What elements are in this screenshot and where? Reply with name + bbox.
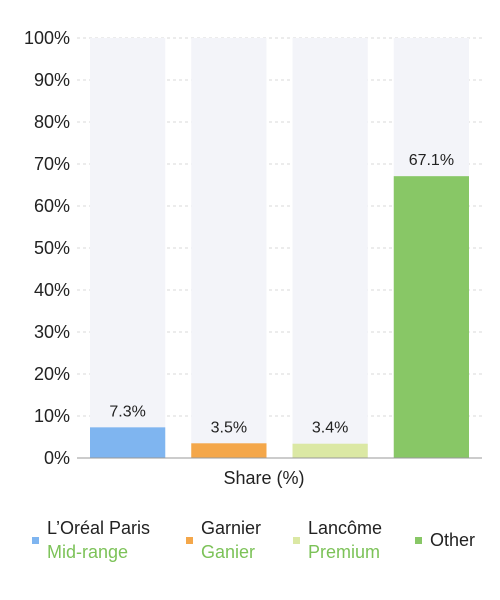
legend: L’Oréal Paris Mid-range Garnier Ganier L… xyxy=(32,516,492,566)
bar-chart: 0% 10% 20% 30% 40% 50% 60% 70% 80% 90% 100% 7.3% 3.… xyxy=(24,28,482,488)
y-tick-label: 10% xyxy=(34,406,70,426)
y-tick-label: 90% xyxy=(34,70,70,90)
data-label: 3.4% xyxy=(312,420,348,437)
x-axis-title: Share (%) xyxy=(223,468,304,488)
data-label: 67.1% xyxy=(409,152,454,169)
legend-label-lancome: Lancôme xyxy=(308,518,383,538)
data-label: 7.3% xyxy=(109,403,145,420)
legend-swatch-lancome xyxy=(293,537,300,544)
bar[interactable] xyxy=(393,176,469,458)
y-tick-labels: 0% 10% 20% 30% 40% 50% 60% 70% 80% 90% 100% xyxy=(24,28,70,468)
y-tick-label: 60% xyxy=(34,196,70,216)
legend-sublabel-lancome: Premium xyxy=(308,542,381,562)
legend-swatch-loreal xyxy=(32,537,39,544)
legend-sublabel-loreal: Mid-range xyxy=(47,542,129,562)
bars xyxy=(90,176,469,458)
legend-label-loreal: L’Oréal Paris xyxy=(47,518,151,538)
category-band xyxy=(292,38,368,458)
y-tick-label: 20% xyxy=(34,364,70,384)
legend-swatch-garnier xyxy=(186,537,193,544)
category-band xyxy=(191,38,267,458)
y-tick-label: 50% xyxy=(34,238,70,258)
data-labels: 7.3% 3.5% 3.4% 67.1% xyxy=(109,152,454,437)
y-tick-label: 80% xyxy=(34,112,70,132)
y-tick-label: 40% xyxy=(34,280,70,300)
bar[interactable] xyxy=(90,427,166,458)
legend-label-other: Other xyxy=(430,530,476,550)
y-tick-label: 0% xyxy=(44,448,70,468)
y-tick-label: 100% xyxy=(24,28,70,48)
legend-sublabel-garnier: Ganier xyxy=(201,542,256,562)
y-tick-label: 70% xyxy=(34,154,70,174)
category-band xyxy=(90,38,166,458)
legend-label-garnier: Garnier xyxy=(201,518,262,538)
bar[interactable] xyxy=(292,443,368,458)
legend-swatch-other xyxy=(415,537,422,544)
bar[interactable] xyxy=(191,443,267,458)
data-label: 3.5% xyxy=(211,419,247,436)
y-tick-label: 30% xyxy=(34,322,70,342)
